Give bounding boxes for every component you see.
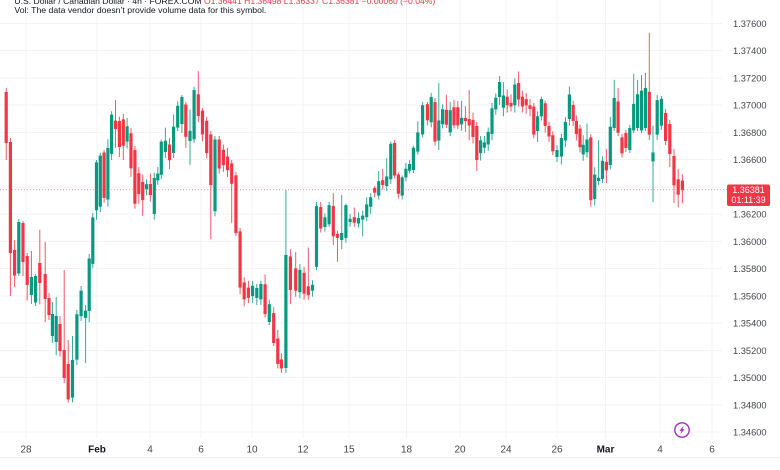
svg-text:1.34800: 1.34800 [733, 400, 767, 410]
svg-text:6: 6 [709, 445, 715, 456]
svg-text:15: 15 [343, 445, 355, 456]
svg-text:Vol: The data vendor doesn’t p: Vol: The data vendor doesn’t provide vol… [14, 5, 266, 15]
svg-text:1.36600: 1.36600 [733, 155, 767, 165]
svg-text:1.37000: 1.37000 [733, 101, 767, 111]
svg-text:1.35600: 1.35600 [733, 291, 767, 301]
svg-text:6: 6 [198, 445, 204, 456]
svg-text:10: 10 [246, 445, 258, 456]
svg-text:1.35200: 1.35200 [733, 346, 767, 356]
svg-text:1.36800: 1.36800 [733, 128, 767, 138]
svg-text:24: 24 [500, 445, 512, 456]
svg-text:1.36381: 1.36381 [732, 185, 765, 195]
svg-text:18: 18 [401, 445, 413, 456]
svg-text:12: 12 [297, 445, 309, 456]
svg-text:1.36200: 1.36200 [733, 210, 767, 220]
svg-text:1.35400: 1.35400 [733, 319, 767, 329]
svg-text:01:11:39: 01:11:39 [731, 195, 765, 205]
svg-text:1.35800: 1.35800 [733, 264, 767, 274]
svg-text:1.37400: 1.37400 [733, 46, 767, 56]
svg-text:1.37200: 1.37200 [733, 73, 767, 83]
svg-text:1.36000: 1.36000 [733, 237, 767, 247]
svg-text:Feb: Feb [88, 445, 106, 456]
svg-text:4: 4 [147, 445, 153, 456]
svg-text:20: 20 [454, 445, 466, 456]
svg-text:1.37600: 1.37600 [733, 19, 767, 29]
svg-text:26: 26 [551, 445, 563, 456]
svg-text:Mar: Mar [597, 445, 615, 456]
svg-text:1.35000: 1.35000 [733, 373, 767, 383]
svg-text:1.34600: 1.34600 [733, 428, 767, 438]
svg-text:28: 28 [20, 445, 32, 456]
svg-text:U.S. Dollar / Canadian Dollar: U.S. Dollar / Canadian Dollar · 4h · FOR… [14, 0, 435, 6]
svg-text:4: 4 [657, 445, 663, 456]
